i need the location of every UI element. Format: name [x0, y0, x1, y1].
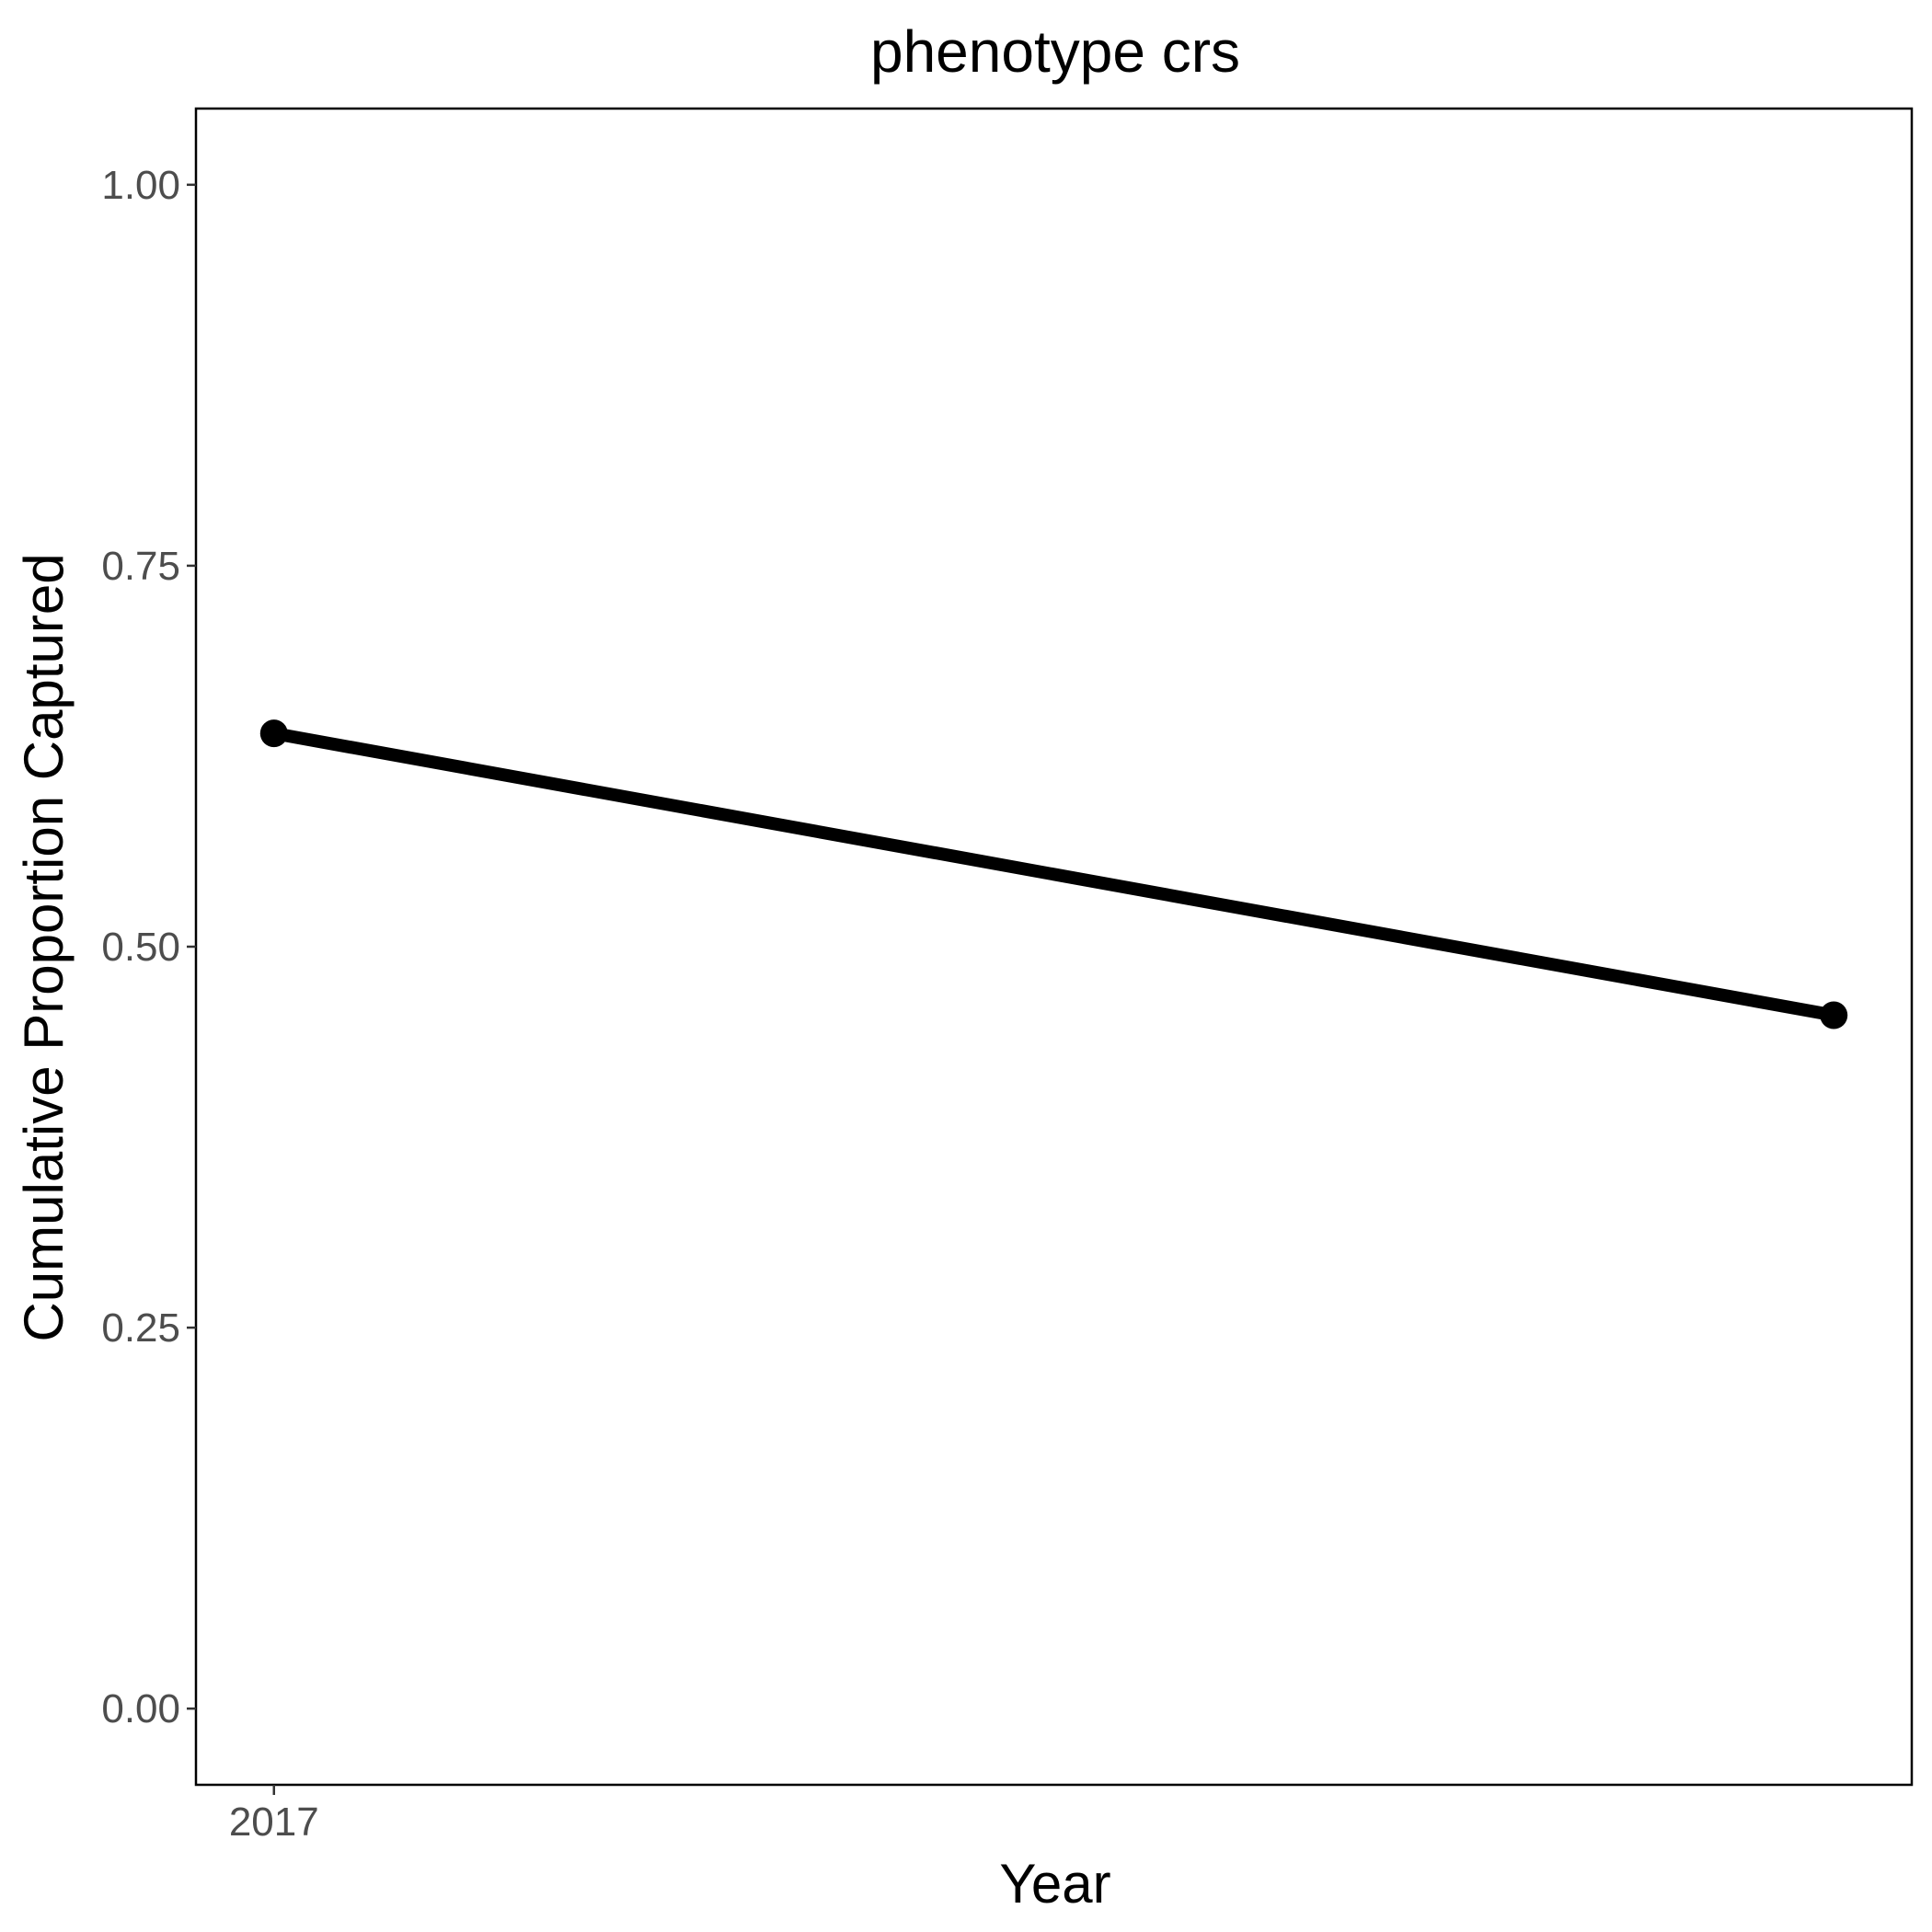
x-tick-label: 2017: [229, 1800, 319, 1845]
data-point: [259, 719, 288, 748]
x-axis: 2017: [229, 1785, 319, 1845]
y-axis-title: Cumulative Proportion Captured: [13, 553, 75, 1341]
y-tick-label: 1.00: [101, 163, 180, 208]
series-line: [272, 727, 1835, 1022]
y-tick-label: 0.00: [101, 1686, 180, 1731]
y-tick-label: 0.50: [101, 925, 180, 970]
plot-panel: [194, 107, 1914, 1787]
data-point: [1820, 1001, 1848, 1029]
y-axis: 0.00 0.25 0.50 0.75 1.00: [101, 163, 196, 1731]
x-axis-title: Year: [999, 1853, 1110, 1915]
series-layer: [259, 719, 1848, 1029]
chart-title: phenotype crs: [870, 18, 1240, 85]
y-tick-label: 0.75: [101, 544, 180, 589]
y-tick-label: 0.25: [101, 1305, 180, 1351]
